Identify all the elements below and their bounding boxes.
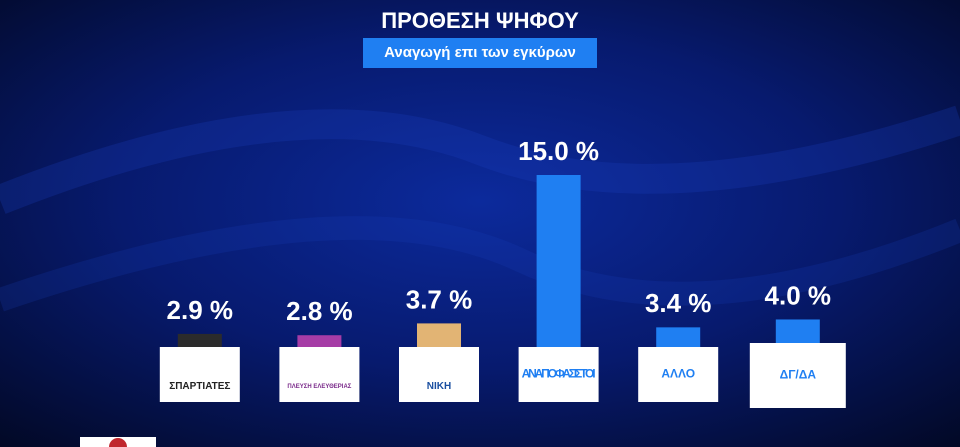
decor [0,216,960,312]
category-box [638,347,719,402]
chart-subtitle: Αναγωγή επι των εγκύρων [384,44,576,61]
category-label: ΔΓ/ΔΑ [780,368,817,382]
category-box [159,347,240,402]
value-label: 2.8 % [286,296,353,326]
category-box [749,343,846,408]
bar [536,175,581,372]
subtitle-box [363,38,597,68]
value-label: 4.0 % [765,280,832,310]
category-label: ΑΝΑΠΟΦΑΣΙΣΤΟΙ [522,367,596,381]
category-box [518,347,599,402]
channel-logo [109,438,127,447]
chart-title: ΠΡΟΘΕΣΗ ΨΗΦΟΥ [381,8,579,33]
category-label: ΣΠΑΡΤΙΑΤΕΣ [169,381,230,392]
category-box [399,347,479,402]
category-label: ΑΛΛΟ [661,367,695,381]
value-label: 15.0 % [518,136,599,166]
value-label: 3.7 % [406,284,473,314]
category-label: ΝΙΚΗ [427,381,451,392]
category-label: ΠΛΕΥΣΗ ΕΛΕΥΘΕΡΙΑΣ [287,384,351,390]
value-label: 3.4 % [645,288,712,318]
value-label: 2.9 % [167,295,234,325]
category-box [279,347,360,402]
decor [0,105,960,214]
